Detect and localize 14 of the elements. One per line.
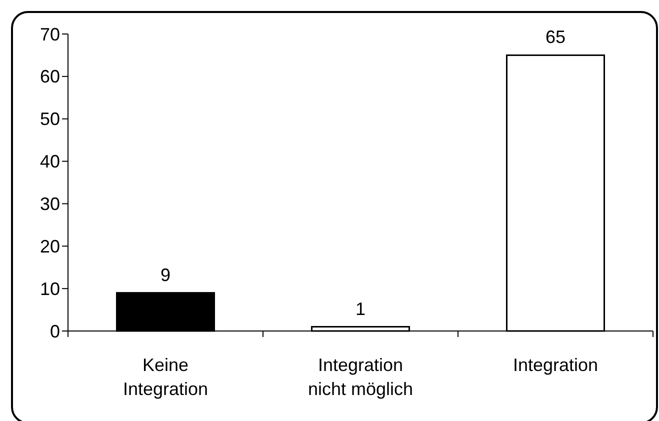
y-tick-label: 50 bbox=[40, 109, 60, 130]
data-label: 1 bbox=[355, 298, 366, 319]
x-tick-label: Keine Integration bbox=[122, 355, 208, 399]
x-tick-label: Integration bbox=[512, 355, 598, 375]
data-label: 9 bbox=[160, 264, 171, 285]
y-tick-label: 70 bbox=[40, 24, 60, 44]
x-tick-label: Integration nicht möglich bbox=[308, 355, 414, 399]
data-label: 65 bbox=[545, 27, 566, 48]
y-tick-label: 60 bbox=[40, 66, 60, 87]
y-tick-label: 30 bbox=[40, 194, 60, 214]
y-tick-label: 40 bbox=[40, 152, 60, 172]
y-tick-label: 20 bbox=[40, 236, 60, 256]
y-tick-label: 0 bbox=[50, 321, 60, 342]
y-tick-label: 10 bbox=[40, 278, 60, 299]
